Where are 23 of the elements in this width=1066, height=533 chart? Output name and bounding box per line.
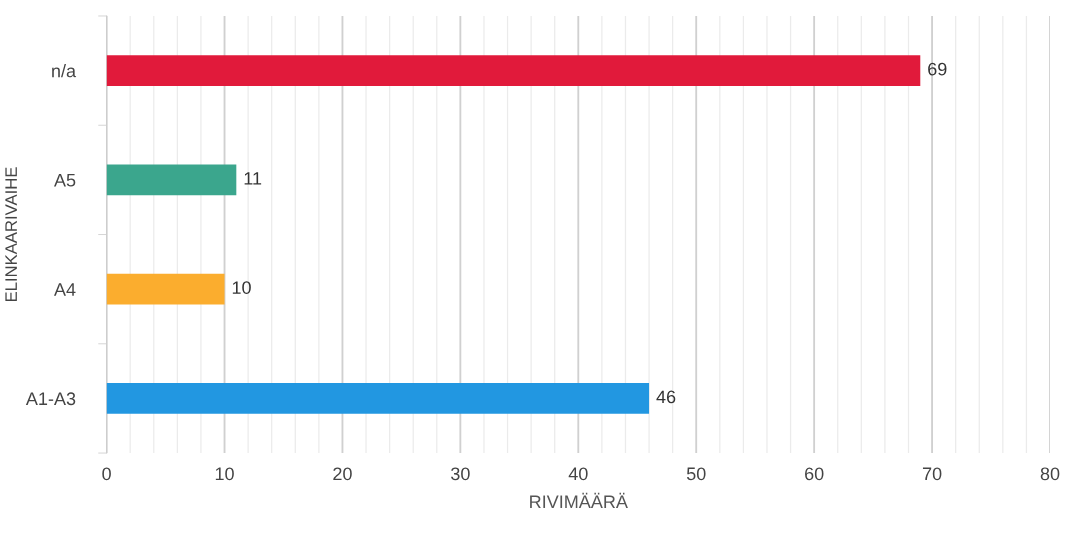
bar — [106, 164, 237, 196]
x-tick-label: 20 — [333, 467, 352, 481]
x-tick-label: 50 — [686, 467, 706, 481]
y-tick-label: n/a — [52, 64, 77, 78]
bar — [106, 383, 650, 414]
data-label: 46 — [656, 390, 676, 404]
data-label: 11 — [244, 172, 262, 185]
x-tick-label: 70 — [922, 467, 942, 481]
x-tick-label: 60 — [805, 467, 824, 481]
data-label: 69 — [928, 62, 947, 76]
bar — [106, 273, 225, 305]
data-label: 10 — [232, 281, 251, 294]
bar — [106, 55, 921, 86]
x-tick-label: 0 — [102, 467, 111, 481]
x-tick-label: 30 — [451, 467, 470, 481]
y-tick-label: A5 — [54, 174, 76, 187]
x-tick-label: 80 — [1040, 467, 1060, 481]
y-axis-title: ELINKAARIVAIHE — [5, 167, 17, 302]
x-tick-label: 10 — [215, 467, 234, 481]
x-axis-title: RIVIMÄÄRÄ — [530, 492, 628, 508]
x-tick-label: 40 — [568, 467, 588, 481]
y-tick-label: A4 — [54, 283, 76, 296]
y-tick-label: A1-A3 — [25, 392, 76, 406]
